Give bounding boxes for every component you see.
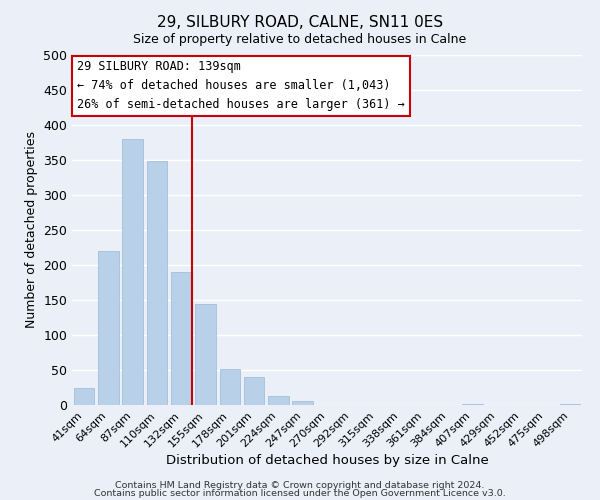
Bar: [244, 377, 265, 405]
Bar: [463, 404, 483, 405]
Bar: [171, 272, 191, 405]
Text: 29 SILBURY ROAD: 139sqm
← 74% of detached houses are smaller (1,043)
26% of semi: 29 SILBURY ROAD: 139sqm ← 74% of detache…: [77, 60, 405, 112]
Bar: [74, 388, 94, 405]
X-axis label: Distribution of detached houses by size in Calne: Distribution of detached houses by size …: [166, 454, 488, 468]
Bar: [98, 251, 119, 405]
Bar: [560, 404, 580, 405]
Bar: [220, 368, 240, 405]
Bar: [195, 304, 216, 405]
Bar: [268, 396, 289, 405]
Text: Contains HM Land Registry data © Crown copyright and database right 2024.: Contains HM Land Registry data © Crown c…: [115, 480, 485, 490]
Text: Contains public sector information licensed under the Open Government Licence v3: Contains public sector information licen…: [94, 489, 506, 498]
Bar: [122, 139, 143, 405]
Text: 29, SILBURY ROAD, CALNE, SN11 0ES: 29, SILBURY ROAD, CALNE, SN11 0ES: [157, 15, 443, 30]
Y-axis label: Number of detached properties: Number of detached properties: [25, 132, 38, 328]
Text: Size of property relative to detached houses in Calne: Size of property relative to detached ho…: [133, 32, 467, 46]
Bar: [292, 401, 313, 405]
Bar: [146, 162, 167, 405]
